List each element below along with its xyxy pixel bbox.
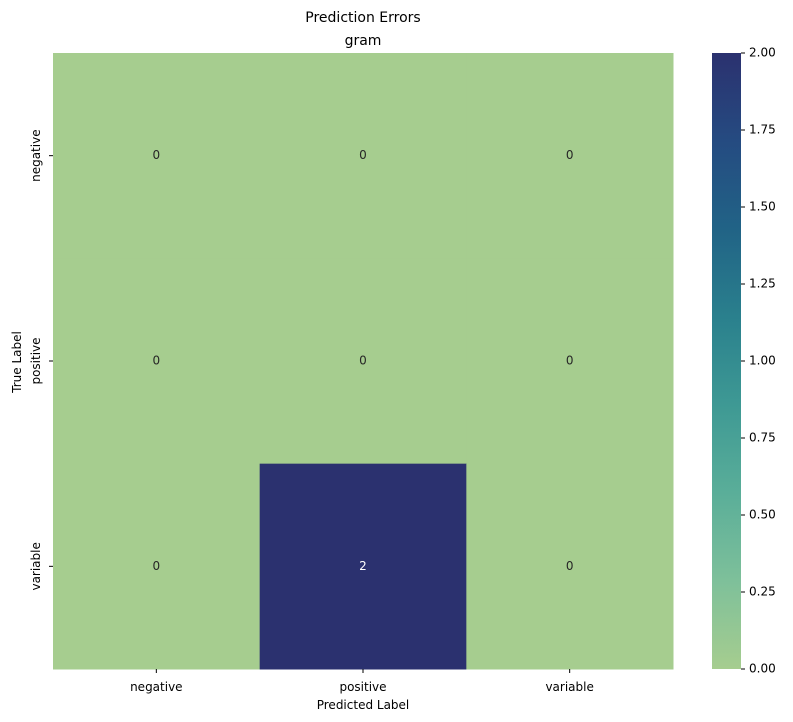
heatmap-cell xyxy=(53,53,261,259)
cell-value-label: 2 xyxy=(359,559,367,573)
colorbar-tick-label: 1.75 xyxy=(749,123,776,137)
colorbar xyxy=(712,53,741,669)
heatmap-cell xyxy=(466,53,674,259)
colorbar-tick-label: 0.75 xyxy=(749,431,776,445)
cell-value-label: 0 xyxy=(153,354,161,368)
heatmap-cell xyxy=(466,463,674,670)
y-axis-ticks: negative positive variable xyxy=(29,129,53,591)
y-tick-label: variable xyxy=(29,542,43,590)
colorbar-tick-label: 0.50 xyxy=(749,508,776,522)
chart-subtitle: gram xyxy=(345,33,382,49)
x-axis-label: Predicted Label xyxy=(317,698,410,712)
y-tick-label: negative xyxy=(29,129,43,181)
x-tick-label: negative xyxy=(130,680,182,694)
heatmap-cell xyxy=(259,463,467,670)
heatmap-cell-labels: 0 0 0 0 0 0 0 2 0 xyxy=(153,148,574,573)
chart-title: Prediction Errors xyxy=(305,10,420,26)
colorbar-tick-label: 0.25 xyxy=(749,585,776,599)
cell-value-label: 0 xyxy=(359,148,367,162)
cell-value-label: 0 xyxy=(566,559,574,573)
x-axis-ticks: negative positive variable xyxy=(130,669,594,694)
y-axis-label: True Label xyxy=(10,331,24,394)
heatmap-cell xyxy=(53,258,261,465)
cell-value-label: 0 xyxy=(566,354,574,368)
x-tick-label: positive xyxy=(339,680,386,694)
cell-value-label: 0 xyxy=(153,559,161,573)
colorbar-ticks: 0.00 0.25 0.50 0.75 1.00 1.25 1.50 1.75 2.00 xyxy=(741,46,776,676)
colorbar-tick-label: 2.00 xyxy=(749,46,776,60)
heatmap-cell xyxy=(466,258,674,465)
heatmap-cells xyxy=(53,53,674,670)
colorbar-tick-label: 0.00 xyxy=(749,662,776,676)
heatmap-cell xyxy=(259,258,467,465)
cell-value-label: 0 xyxy=(153,148,161,162)
colorbar-tick-label: 1.50 xyxy=(749,200,776,214)
colorbar-tick-label: 1.25 xyxy=(749,277,776,291)
cell-value-label: 0 xyxy=(566,148,574,162)
y-tick-label: positive xyxy=(29,337,43,384)
heatmap-cell xyxy=(53,463,261,670)
cell-value-label: 0 xyxy=(359,354,367,368)
heatmap-cell xyxy=(259,53,467,259)
x-tick-label: variable xyxy=(545,680,593,694)
colorbar-tick-label: 1.00 xyxy=(749,354,776,368)
